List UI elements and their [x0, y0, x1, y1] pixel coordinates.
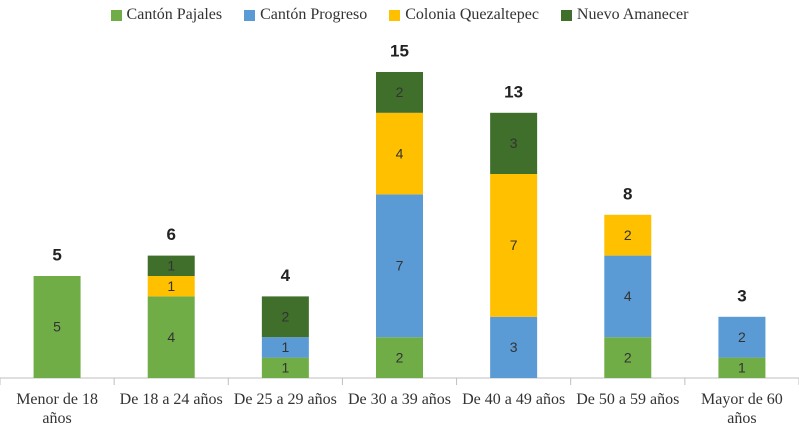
segment-label: 7 [396, 258, 404, 274]
segment-label: 7 [510, 237, 518, 253]
segment-label: 1 [738, 360, 746, 376]
legend-label: Colonia Quezaltepec [405, 6, 539, 23]
bar-segment [376, 72, 423, 113]
legend-label: Nuevo Amanecer [576, 6, 689, 23]
bar-segment [718, 316, 766, 358]
total-label: 3 [737, 286, 746, 305]
bar-segment [147, 296, 195, 378]
legend: Cantón Pajales Cantón Progreso Colonia Que… [0, 6, 799, 24]
legend-item: Cantón Pajales [110, 6, 223, 24]
bar-segment [604, 214, 652, 256]
legend-label: Cantón Progreso [260, 6, 368, 23]
segment-label: 2 [738, 329, 746, 345]
bar-segment [261, 296, 309, 338]
segment-label: 4 [396, 145, 404, 161]
total-label: 15 [390, 41, 409, 60]
x-tick-label: De 18 a 24 años [119, 391, 223, 408]
total-label: 8 [623, 184, 632, 203]
segment-label: 1 [167, 258, 175, 274]
bar-segment [490, 112, 538, 174]
segment-label: 1 [281, 339, 289, 355]
segment-label: 2 [281, 309, 289, 325]
bar-segment [376, 112, 423, 195]
legend-item: Nuevo Amanecer [560, 6, 689, 24]
bar-segment [376, 194, 423, 338]
bar-segment [261, 357, 309, 378]
segment-label: 2 [624, 227, 632, 243]
segment-label: 4 [624, 288, 632, 304]
x-tick-label: De 25 a 29 años [233, 391, 337, 408]
segment-label: 2 [624, 349, 632, 365]
bar-segment [376, 337, 423, 378]
segment-label: 2 [396, 349, 404, 365]
legend-swatch [110, 9, 122, 21]
bar-segment [718, 357, 766, 378]
segment-label: 5 [53, 319, 61, 335]
x-tick-label: De 50 a 59 años [576, 391, 680, 408]
bar-segment [261, 337, 309, 358]
legend-item: Cantón Progreso [244, 6, 367, 24]
legend-swatch [244, 9, 256, 21]
total-label: 13 [504, 82, 523, 101]
legend-swatch [560, 9, 572, 21]
total-label: 6 [166, 225, 175, 244]
bar-segment [490, 174, 538, 317]
x-tick-label: De 30 a 39 años [347, 391, 452, 408]
legend-label: Cantón Pajales [126, 6, 223, 23]
bar-segment [604, 337, 652, 378]
legend-item: Colonia Quezaltepec [389, 6, 539, 24]
x-tick-label: De 40 a 49 años [462, 391, 566, 408]
bar-segment [147, 276, 195, 297]
segment-label: 3 [510, 339, 518, 355]
segment-label: 3 [510, 135, 518, 151]
x-tick-label: Mayor de 60 años [701, 391, 783, 427]
bar-segment [33, 276, 81, 378]
bar-segment [147, 255, 195, 276]
legend-swatch [389, 9, 401, 21]
segment-label: 1 [167, 278, 175, 294]
bar-segment [604, 255, 652, 338]
segment-label: 2 [396, 84, 404, 100]
segment-label: 1 [281, 360, 289, 376]
bar-segment [490, 316, 538, 378]
x-tick-label: Menor de 18 años [16, 391, 98, 427]
total-label: 5 [52, 245, 61, 264]
segment-label: 4 [167, 329, 175, 345]
total-label: 4 [281, 266, 291, 285]
